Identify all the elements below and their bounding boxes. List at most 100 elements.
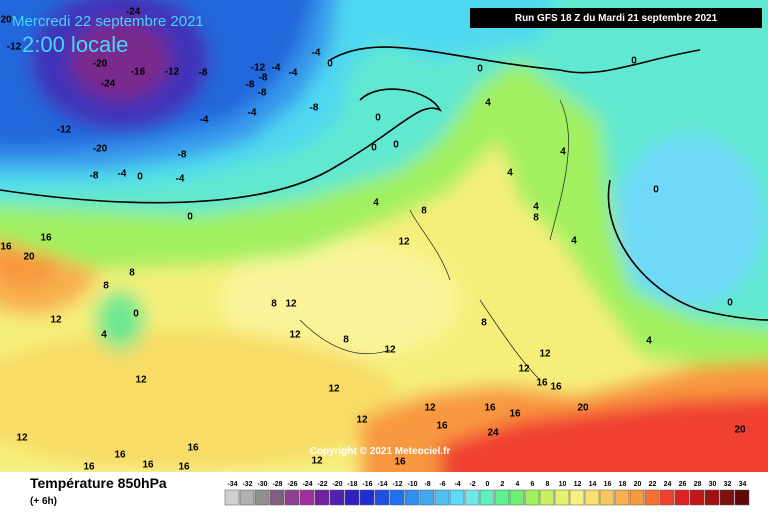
legend-label: 18 bbox=[619, 481, 627, 488]
legend-label: 2 bbox=[501, 481, 505, 488]
legend-swatch bbox=[449, 489, 465, 506]
legend-swatch bbox=[734, 489, 750, 506]
contour-label: 16 bbox=[142, 460, 154, 471]
contour-label: -4 bbox=[248, 108, 257, 119]
contour-label: 0 bbox=[327, 59, 333, 70]
legend-label: 12 bbox=[574, 481, 582, 488]
contour-label: 12 bbox=[285, 299, 297, 310]
legend-swatch bbox=[509, 489, 525, 506]
legend-label: -8 bbox=[424, 481, 430, 488]
contour-label: -8 bbox=[258, 88, 267, 99]
contour-label: 0 bbox=[187, 212, 193, 223]
contour-label: 16 bbox=[394, 457, 406, 468]
contour-label: 0 bbox=[393, 140, 399, 151]
contour-label: 20 bbox=[577, 403, 589, 414]
contour-label: 16 bbox=[40, 233, 52, 244]
legend-swatch bbox=[464, 489, 480, 506]
legend-label: -30 bbox=[257, 481, 267, 488]
contour-label: 8 bbox=[103, 281, 109, 292]
legend-swatch bbox=[704, 489, 720, 506]
legend-label: 32 bbox=[724, 481, 732, 488]
contour-label: -8 bbox=[199, 68, 208, 79]
contour-label: 12 bbox=[50, 315, 62, 326]
legend-swatch bbox=[374, 489, 390, 506]
contour-label: 12 bbox=[289, 330, 301, 341]
contour-label: 16 bbox=[0, 242, 12, 253]
legend-label: -16 bbox=[362, 481, 372, 488]
legend-swatch bbox=[269, 489, 285, 506]
legend-swatch bbox=[494, 489, 510, 506]
legend-label: -32 bbox=[242, 481, 252, 488]
contour-label: 12 bbox=[328, 384, 340, 395]
legend-swatch bbox=[359, 489, 375, 506]
contour-label: -24 bbox=[126, 7, 141, 18]
legend-label: -12 bbox=[392, 481, 402, 488]
legend-swatch bbox=[299, 489, 315, 506]
contour-label: 12 bbox=[356, 415, 368, 426]
legend-label: 14 bbox=[589, 481, 597, 488]
contour-label: 12 bbox=[398, 237, 410, 248]
contour-label: 8 bbox=[481, 318, 487, 329]
legend-swatch bbox=[419, 489, 435, 506]
contour-label: -8 bbox=[246, 80, 255, 91]
legend-swatch bbox=[254, 489, 270, 506]
legend-label: -22 bbox=[317, 481, 327, 488]
contour-label: 16 bbox=[550, 382, 562, 393]
legend-label: -4 bbox=[454, 481, 460, 488]
legend-swatch bbox=[329, 489, 345, 506]
legend-swatch bbox=[719, 489, 735, 506]
legend-swatch bbox=[584, 489, 600, 506]
legend-label: 34 bbox=[739, 481, 747, 488]
contour-label: 20 bbox=[23, 252, 35, 263]
contour-label: 0 bbox=[371, 143, 377, 154]
legend-label: 26 bbox=[679, 481, 687, 488]
legend-label: 30 bbox=[709, 481, 717, 488]
legend-label: 0 bbox=[486, 481, 490, 488]
contour-label: 12 bbox=[311, 456, 323, 467]
contour-label: -12 bbox=[165, 67, 180, 78]
legend-swatch bbox=[389, 489, 405, 506]
contour-label: -8 bbox=[178, 150, 187, 161]
legend-swatch bbox=[404, 489, 420, 506]
legend-label: -20 bbox=[332, 481, 342, 488]
legend-swatch bbox=[689, 489, 705, 506]
contour-label: 20 bbox=[0, 15, 12, 26]
contour-label: 4 bbox=[507, 168, 513, 179]
legend-swatch bbox=[284, 489, 300, 506]
contour-label: 16 bbox=[114, 450, 126, 461]
contour-label: -4 bbox=[176, 174, 185, 185]
contour-label: 4 bbox=[560, 147, 566, 158]
legend-label: -18 bbox=[347, 481, 357, 488]
legend-swatch bbox=[344, 489, 360, 506]
contour-label: 16 bbox=[83, 462, 95, 473]
legend-swatch bbox=[434, 489, 450, 506]
legend-swatch bbox=[554, 489, 570, 506]
footer-lead: (+ 6h) bbox=[30, 496, 57, 507]
contour-label: 16 bbox=[509, 409, 521, 420]
contour-label: 16 bbox=[536, 378, 548, 389]
copyright: Copyright © 2021 Meteociel.fr bbox=[310, 446, 451, 457]
zero-isotherm bbox=[0, 46, 768, 321]
legend-label: 22 bbox=[649, 481, 657, 488]
legend-label: -34 bbox=[227, 481, 237, 488]
contour-label: 0 bbox=[133, 309, 139, 320]
contour-label: 24 bbox=[487, 428, 499, 439]
legend-swatch bbox=[614, 489, 630, 506]
legend-swatch bbox=[224, 489, 240, 506]
contour-label: 16 bbox=[436, 421, 448, 432]
legend-swatch bbox=[659, 489, 675, 506]
contour-label: 4 bbox=[571, 236, 577, 247]
coastlines bbox=[299, 99, 569, 381]
contour-label: -12 bbox=[57, 125, 72, 136]
contour-label: -4 bbox=[312, 48, 321, 59]
legend-label: -6 bbox=[439, 481, 445, 488]
legend-label: -26 bbox=[287, 481, 297, 488]
contour-label: 16 bbox=[178, 462, 190, 473]
contour-label: -4 bbox=[200, 115, 209, 126]
legend-swatch bbox=[644, 489, 660, 506]
contour-label: 12 bbox=[539, 349, 551, 360]
contour-label: 12 bbox=[518, 364, 530, 375]
contour-label: 8 bbox=[533, 213, 539, 224]
contour-label: 16 bbox=[484, 403, 496, 414]
